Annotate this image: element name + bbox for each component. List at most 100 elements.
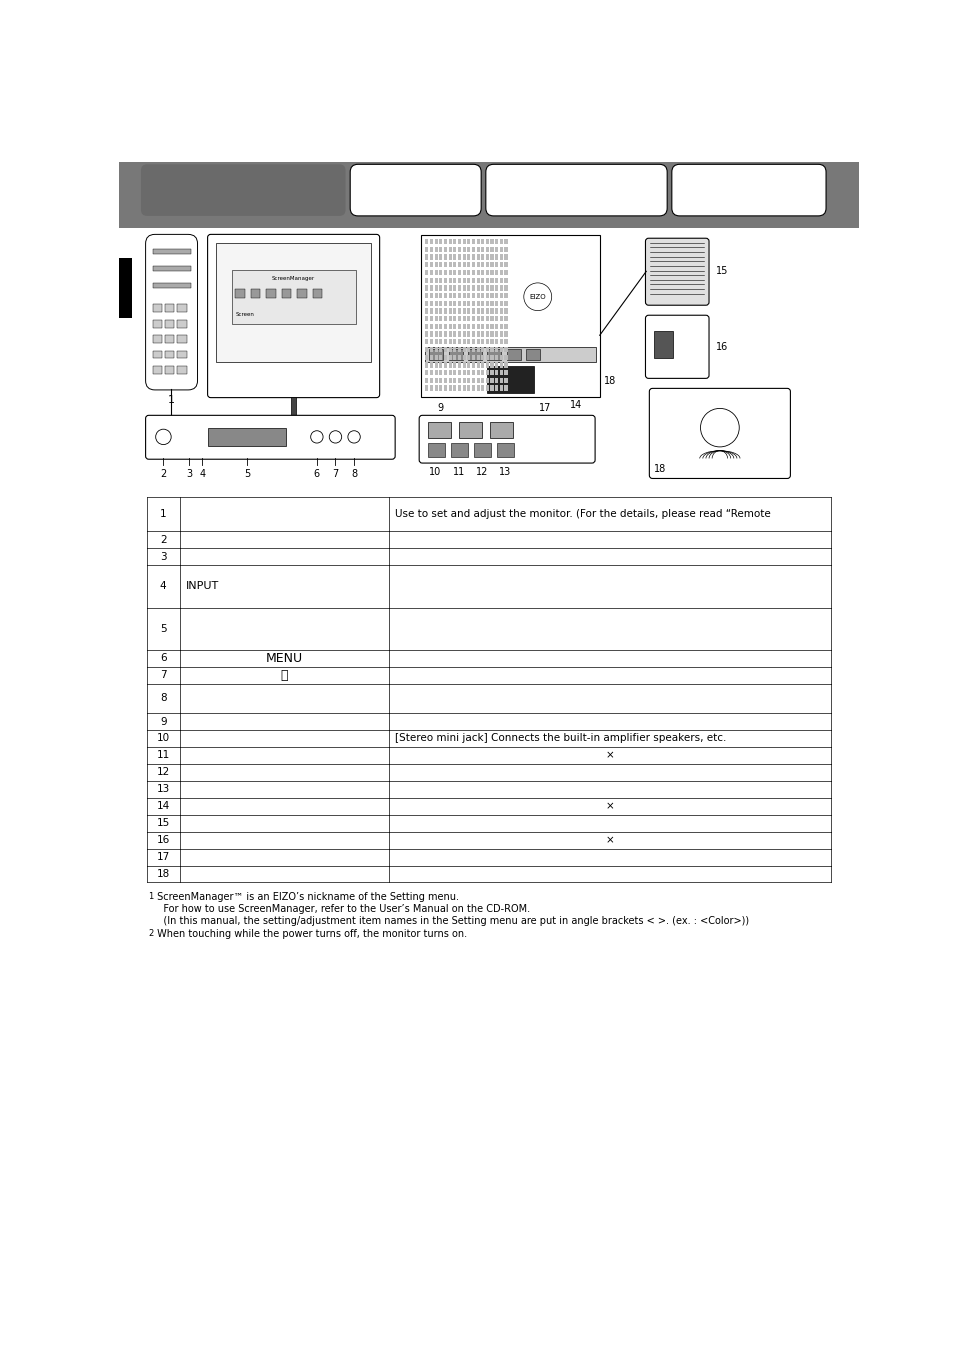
Bar <box>430 254 433 259</box>
Bar <box>485 308 488 313</box>
Bar <box>152 266 191 270</box>
Bar <box>467 262 470 267</box>
Text: When touching while the power turns off, the monitor turns on.: When touching while the power turns off,… <box>154 929 467 938</box>
Bar <box>425 239 428 244</box>
Bar <box>457 247 460 252</box>
Bar <box>439 385 442 390</box>
Bar <box>495 331 497 336</box>
Bar <box>485 316 488 321</box>
Bar <box>430 262 433 267</box>
Bar <box>425 385 428 390</box>
Bar <box>430 316 433 321</box>
Bar <box>443 285 447 290</box>
Text: 10: 10 <box>156 733 170 744</box>
Bar <box>448 239 452 244</box>
Bar <box>499 385 502 390</box>
Bar <box>499 270 502 275</box>
Bar <box>472 308 475 313</box>
Bar <box>476 362 479 367</box>
Text: ScreenManager™ is an EIZO’s nickname of the Setting menu.: ScreenManager™ is an EIZO’s nickname of … <box>154 892 459 902</box>
Bar <box>435 362 437 367</box>
Bar <box>152 320 162 328</box>
Bar <box>504 339 507 344</box>
Bar <box>472 355 475 360</box>
Bar <box>467 362 470 367</box>
Bar <box>119 215 858 228</box>
Bar <box>490 278 493 283</box>
Bar <box>282 289 291 298</box>
Bar <box>485 270 488 275</box>
Bar <box>457 278 460 283</box>
Text: 18: 18 <box>654 464 665 474</box>
Bar <box>485 324 488 329</box>
Bar <box>453 254 456 259</box>
Bar <box>457 355 460 360</box>
Bar <box>480 301 484 306</box>
Bar <box>490 308 493 313</box>
Bar <box>462 262 465 267</box>
Bar <box>462 254 465 259</box>
Bar <box>443 262 447 267</box>
Bar <box>490 347 493 352</box>
Bar <box>480 331 484 336</box>
Bar <box>504 239 507 244</box>
Bar <box>490 362 493 367</box>
Bar <box>490 385 493 390</box>
Bar <box>425 331 428 336</box>
Text: ⏻: ⏻ <box>280 668 288 682</box>
Bar <box>427 423 451 437</box>
Bar <box>467 316 470 321</box>
Bar <box>490 247 493 252</box>
Bar <box>504 278 507 283</box>
Bar <box>425 293 428 298</box>
Bar <box>504 301 507 306</box>
Bar <box>472 331 475 336</box>
Text: Use to set and adjust the monitor. (For the details, please read “Remote: Use to set and adjust the monitor. (For … <box>395 509 770 518</box>
Text: 15: 15 <box>716 266 727 277</box>
Text: 4: 4 <box>199 470 205 479</box>
Bar <box>495 239 497 244</box>
Bar <box>489 423 513 437</box>
Bar <box>476 285 479 290</box>
Bar <box>462 285 465 290</box>
Bar <box>435 247 437 252</box>
Bar <box>430 347 433 352</box>
Bar <box>467 270 470 275</box>
Text: 6: 6 <box>160 653 167 663</box>
Bar <box>439 293 442 298</box>
Bar <box>499 308 502 313</box>
Bar <box>468 350 481 360</box>
Bar <box>485 347 488 352</box>
Bar <box>425 270 428 275</box>
Bar <box>472 339 475 344</box>
Bar <box>152 351 162 358</box>
Bar <box>421 235 599 397</box>
Bar <box>443 254 447 259</box>
Bar <box>457 347 460 352</box>
Bar <box>485 370 488 375</box>
Text: 13: 13 <box>156 784 170 794</box>
Bar <box>439 262 442 267</box>
Bar <box>495 385 497 390</box>
Bar <box>499 247 502 252</box>
Bar <box>457 301 460 306</box>
Bar <box>490 316 493 321</box>
Bar <box>497 443 514 456</box>
Bar <box>435 324 437 329</box>
Bar <box>425 262 428 267</box>
Bar <box>457 385 460 390</box>
Bar <box>152 305 162 312</box>
Bar <box>472 239 475 244</box>
Text: 16: 16 <box>716 342 727 352</box>
Text: ×: × <box>605 802 614 811</box>
Bar <box>472 324 475 329</box>
Bar <box>490 293 493 298</box>
Bar <box>480 278 484 283</box>
Bar <box>232 270 355 324</box>
Bar <box>457 378 460 383</box>
Bar <box>439 247 442 252</box>
Bar <box>425 355 428 360</box>
Text: 3: 3 <box>186 470 192 479</box>
Bar <box>425 308 428 313</box>
Text: 5: 5 <box>160 624 167 633</box>
